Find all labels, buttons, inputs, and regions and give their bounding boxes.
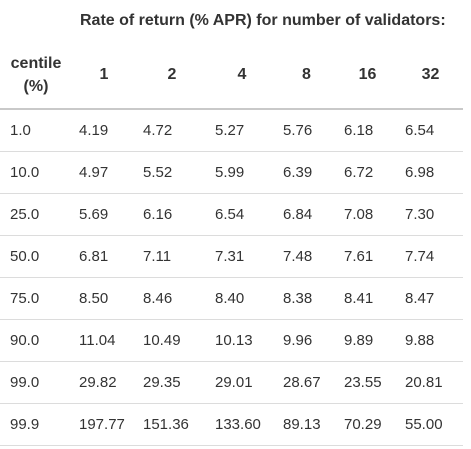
table-cell: 7.48 (276, 235, 337, 278)
table-row: 90.0 11.04 10.49 10.13 9.96 9.89 9.88 (0, 319, 463, 362)
table-row: 99.0 29.82 29.35 29.01 28.67 23.55 20.81 (0, 361, 463, 404)
table-cell: 55.00 (398, 403, 463, 446)
table-cell: 4.72 (136, 109, 208, 152)
table-cell: 6.54 (398, 109, 463, 152)
centile-header-unit: (%) (23, 78, 49, 95)
column-header-row: centile (%) 1 2 4 8 16 32 (0, 42, 463, 110)
table-cell: 8.41 (337, 277, 398, 320)
table-cell: 10.49 (136, 319, 208, 362)
centile-cell: 90.0 (0, 319, 72, 362)
table-cell: 5.27 (208, 109, 276, 152)
table-cell: 7.31 (208, 235, 276, 278)
table-cell: 8.46 (136, 277, 208, 320)
centile-cell: 99.0 (0, 361, 72, 404)
table-row: 99.9 197.77 151.36 133.60 89.13 70.29 55… (0, 403, 463, 446)
centile-column-header: centile (%) (0, 42, 72, 110)
centile-cell: 1.0 (0, 109, 72, 152)
table-cell: 6.84 (276, 193, 337, 236)
table-row: 50.0 6.81 7.11 7.31 7.48 7.61 7.74 (0, 235, 463, 278)
centile-cell: 10.0 (0, 151, 72, 194)
column-header-2: 2 (136, 42, 208, 110)
table-cell: 4.19 (72, 109, 136, 152)
centile-cell: 99.9 (0, 403, 72, 446)
table-cell: 89.13 (276, 403, 337, 446)
table-cell: 29.01 (208, 361, 276, 404)
table-caption: Rate of return (% APR) for number of val… (80, 12, 446, 29)
column-header-16: 16 (337, 42, 398, 110)
table-cell: 7.08 (337, 193, 398, 236)
table-cell: 29.82 (72, 361, 136, 404)
table-cell: 8.38 (276, 277, 337, 320)
table-cell: 9.88 (398, 319, 463, 362)
table-cell: 9.96 (276, 319, 337, 362)
returns-table: Rate of return (% APR) for number of val… (0, 0, 463, 446)
table-row: 10.0 4.97 5.52 5.99 6.39 6.72 6.98 (0, 151, 463, 194)
table-cell: 8.50 (72, 277, 136, 320)
table-cell: 11.04 (72, 319, 136, 362)
table-cell: 7.61 (337, 235, 398, 278)
centile-cell: 75.0 (0, 277, 72, 320)
table-cell: 5.52 (136, 151, 208, 194)
table-cell: 8.47 (398, 277, 463, 320)
table-cell: 7.11 (136, 235, 208, 278)
table-cell: 7.30 (398, 193, 463, 236)
centile-cell: 25.0 (0, 193, 72, 236)
table-cell: 5.76 (276, 109, 337, 152)
table-cell: 28.67 (276, 361, 337, 404)
table-row: 25.0 5.69 6.16 6.54 6.84 7.08 7.30 (0, 193, 463, 236)
table-cell: 6.81 (72, 235, 136, 278)
table-row: 75.0 8.50 8.46 8.40 8.38 8.41 8.47 (0, 277, 463, 320)
column-header-1: 1 (72, 42, 136, 110)
table-cell: 6.98 (398, 151, 463, 194)
table-caption-row: Rate of return (% APR) for number of val… (0, 0, 463, 42)
centile-cell: 50.0 (0, 235, 72, 278)
table-cell: 151.36 (136, 403, 208, 446)
table-cell: 6.39 (276, 151, 337, 194)
column-header-8: 8 (276, 42, 337, 110)
column-header-32: 32 (398, 42, 463, 110)
table-cell: 29.35 (136, 361, 208, 404)
table-cell: 20.81 (398, 361, 463, 404)
table-cell: 5.69 (72, 193, 136, 236)
column-header-4: 4 (208, 42, 276, 110)
table-cell: 6.16 (136, 193, 208, 236)
table-cell: 6.54 (208, 193, 276, 236)
table-cell: 70.29 (337, 403, 398, 446)
table-cell: 9.89 (337, 319, 398, 362)
table-cell: 4.97 (72, 151, 136, 194)
table-cell: 5.99 (208, 151, 276, 194)
centile-header-label: centile (10, 55, 62, 72)
table-cell: 133.60 (208, 403, 276, 446)
table-cell: 7.74 (398, 235, 463, 278)
table-cell: 10.13 (208, 319, 276, 362)
table-cell: 23.55 (337, 361, 398, 404)
table-cell: 197.77 (72, 403, 136, 446)
table-cell: 8.40 (208, 277, 276, 320)
table-cell: 6.72 (337, 151, 398, 194)
table-row: 1.0 4.19 4.72 5.27 5.76 6.18 6.54 (0, 109, 463, 152)
table-cell: 6.18 (337, 109, 398, 152)
